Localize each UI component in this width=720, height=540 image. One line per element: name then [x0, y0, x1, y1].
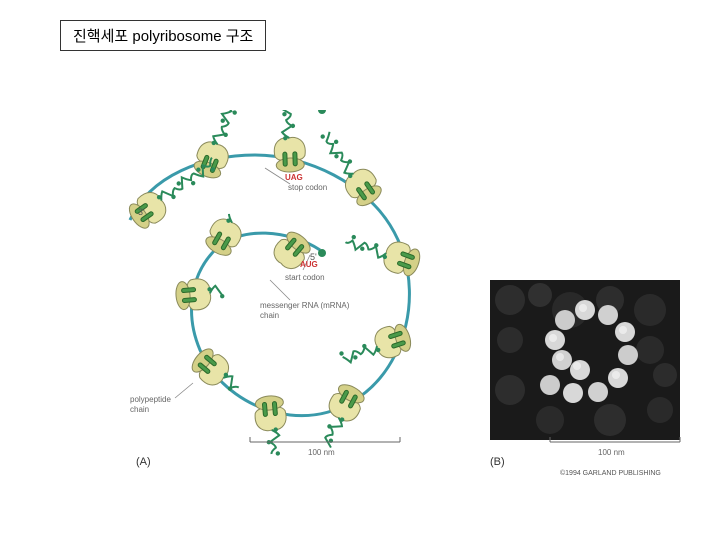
polypeptide-label2: chain	[130, 405, 149, 414]
scale-a-label: 100 nm	[308, 448, 335, 457]
polypeptide-label: polypeptide	[130, 395, 171, 404]
panel-b-label: (B)	[490, 456, 505, 468]
ribosome	[253, 395, 289, 458]
em-micrograph	[490, 280, 680, 440]
title-box: 진핵세포 polyribosome 구조	[60, 20, 266, 51]
stop-codon-text: UAG	[285, 173, 303, 182]
ribosome	[336, 321, 414, 373]
start-codon-text: AUG	[300, 260, 318, 269]
ribosome	[312, 124, 386, 211]
start-codon-label: start codon	[285, 273, 325, 282]
copyright-text: ©1994 GARLAND PUBLISHING	[560, 469, 661, 477]
mrna-label2: chain	[260, 311, 279, 320]
ribosome	[187, 344, 247, 401]
ribosome	[311, 380, 368, 451]
mrna-label-leader	[270, 280, 290, 300]
ribosome	[341, 224, 423, 279]
ribosome	[202, 210, 249, 260]
five-prime-cap	[318, 110, 326, 114]
three-prime-label: 3'	[138, 207, 145, 217]
scale-b-label: 100 nm	[598, 448, 625, 457]
ribosome	[175, 277, 226, 312]
mrna-label: messenger RNA (mRNA)	[260, 301, 350, 310]
ribosome	[125, 150, 225, 233]
stop-codon-label: stop codon	[288, 183, 327, 192]
five-prime-cap-dot	[318, 249, 326, 257]
title-text: 진핵세포 polyribosome 구조	[73, 28, 253, 45]
ribosome	[272, 110, 306, 173]
panel-a-label: (A)	[136, 456, 151, 468]
polypeptide-leader	[175, 383, 193, 398]
diagram-svg: 5' 3' UAG stop codon AUG start codon mes…	[90, 110, 700, 480]
